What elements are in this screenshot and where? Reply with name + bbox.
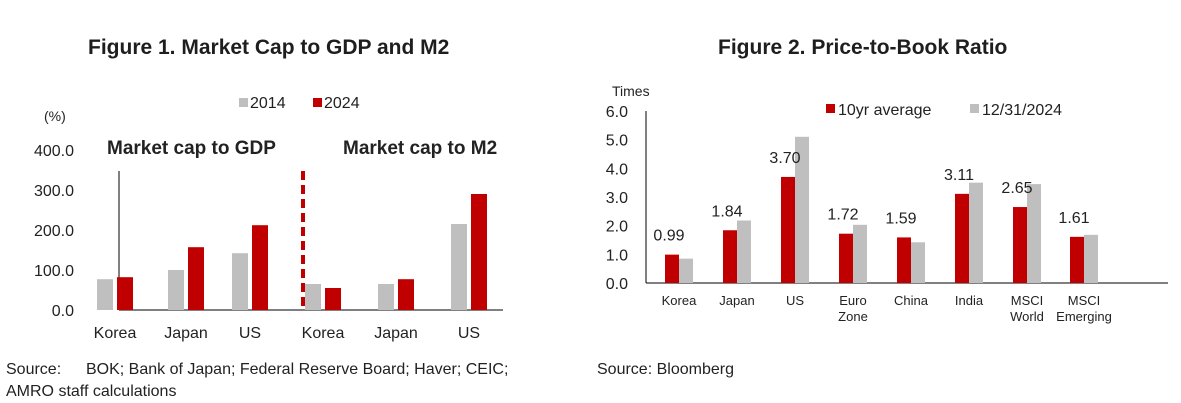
x-tick-label: Japan (164, 325, 208, 342)
bar-2014-japan (378, 284, 394, 310)
bar-10yr-average-msci-world (1013, 207, 1027, 283)
bar-12-31-2024-korea (679, 258, 693, 283)
y-tick-label: 0.0 (52, 303, 74, 320)
x-tick-label: India (955, 293, 984, 308)
x-tick-label: Korea (302, 325, 345, 342)
y-tick-label: 0.0 (606, 276, 628, 293)
bar-12-31-2024-euro-zone (853, 224, 867, 283)
figure-1-title: Figure 1. Market Cap to GDP and M2 (88, 36, 450, 59)
bar-12-31-2024-china (911, 242, 925, 283)
bar-2024-korea (325, 288, 341, 310)
bar-10yr-average-japan (723, 230, 737, 283)
legend-swatch-2014 (239, 98, 248, 107)
bar-10yr-average-euro-zone (839, 233, 853, 283)
legend-label-2014: 2014 (250, 95, 286, 112)
bar-12-31-2024-japan (737, 220, 751, 283)
x-tick-label: Korea (662, 293, 697, 308)
data-label: 0.99 (653, 228, 684, 245)
bar-12-31-2024-msci-world (1027, 184, 1041, 283)
x-tick-label: Emerging (1056, 309, 1112, 324)
source-text-continued: AMRO staff calculations (6, 383, 177, 400)
x-tick-label: Japan (719, 293, 754, 308)
legend-label-2024: 2024 (324, 95, 360, 112)
y-tick-label: 1.0 (606, 247, 628, 264)
bar-2014-korea (305, 284, 321, 310)
y-tick-label: 100.0 (34, 263, 74, 280)
legend-swatch-2024 (313, 98, 322, 107)
data-label: 1.84 (711, 203, 742, 220)
panel-label-gdp: Market cap to GDP (107, 138, 276, 159)
y-tick-label: 2.0 (606, 219, 628, 236)
bar-2014-us (232, 253, 248, 310)
y-axis-unit-label: Times (612, 83, 650, 99)
bar-10yr-average-korea (665, 254, 679, 283)
x-tick-label: US (786, 293, 804, 308)
y-tick-label: 3.0 (606, 190, 628, 207)
data-label: 2.65 (1001, 180, 1032, 197)
bar-2024-us (471, 194, 487, 310)
data-label: 3.70 (769, 150, 800, 167)
x-tick-label: US (239, 325, 261, 342)
bar-10yr-average-india (955, 193, 969, 283)
y-tick-label: 4.0 (606, 161, 628, 178)
x-tick-label: Korea (94, 325, 137, 342)
x-tick-label: World (1010, 309, 1044, 324)
y-tick-label: 5.0 (606, 133, 628, 150)
figure-2-title: Figure 2. Price-to-Book Ratio (718, 36, 1008, 59)
bar-2024-japan (398, 279, 414, 310)
panel-label-m2: Market cap to M2 (343, 138, 497, 159)
bar-2024-korea (117, 277, 133, 310)
bar-2014-japan (168, 270, 184, 310)
bar-12-31-2024-india (969, 182, 983, 283)
bar-12-31-2024-us (795, 136, 809, 283)
figure-2-source: Source: Bloomberg (597, 361, 734, 378)
data-label: 3.11 (944, 167, 974, 184)
source-text: BOK; Bank of Japan; Federal Reserve Boar… (86, 361, 509, 378)
x-tick-label: MSCI (1068, 293, 1101, 308)
x-tick-label: Euro (839, 293, 866, 308)
figure-1-source: Source: BOK; Bank of Japan; Federal Reser… (6, 359, 508, 403)
data-label: 1.59 (885, 210, 916, 227)
y-axis-unit-label: (%) (44, 108, 66, 124)
legend-swatch-10yr average (826, 104, 835, 113)
y-tick-label: 300.0 (34, 183, 74, 200)
legend-swatch-12-31-2024 (970, 104, 979, 113)
source-label: Source: (6, 361, 62, 378)
y-tick-label: 400.0 (34, 143, 74, 160)
bar-10yr-average-msci-emerging (1070, 236, 1084, 283)
y-tick-label: 200.0 (34, 223, 74, 240)
data-label: 1.61 (1058, 210, 1089, 227)
legend-label-10yr average: 10yr average (838, 102, 931, 119)
x-tick-label: China (894, 293, 929, 308)
x-tick-label: Zone (838, 309, 868, 324)
legend-label-12-31-2024: 12/31/2024 (982, 102, 1062, 119)
x-tick-label: Japan (374, 325, 418, 342)
y-tick-label: 6.0 (606, 104, 628, 121)
data-label: 1.72 (827, 207, 858, 224)
x-tick-label: US (458, 325, 480, 342)
x-tick-label: MSCI (1011, 293, 1044, 308)
bar-2024-japan (188, 247, 204, 310)
bar-10yr-average-china (897, 237, 911, 283)
bar-12-31-2024-msci-emerging (1084, 234, 1098, 283)
bar-2024-us (252, 225, 268, 310)
bar-2014-korea (97, 279, 113, 310)
bar-2014-us (451, 224, 467, 310)
bar-10yr-average-us (781, 176, 795, 283)
